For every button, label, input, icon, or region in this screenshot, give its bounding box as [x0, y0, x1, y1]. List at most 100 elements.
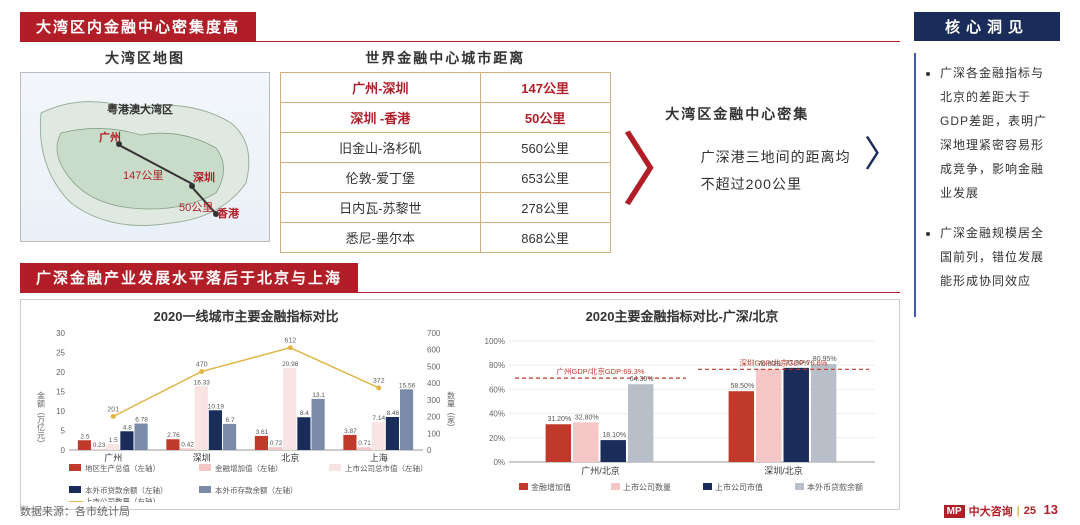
svg-text:64.30%: 64.30% [630, 376, 654, 383]
svg-text:201: 201 [107, 406, 119, 413]
svg-text:200: 200 [427, 413, 441, 422]
svg-text:地区生产总值（左轴）: 地区生产总值（左轴） [85, 463, 160, 473]
svg-text:612: 612 [284, 338, 296, 345]
brand-logo: MP中大咨询|25 [944, 503, 1036, 519]
note-title: 大湾区金融中心密集 [621, 104, 854, 124]
svg-text:1.5: 1.5 [109, 437, 118, 444]
svg-text:广州/北京: 广州/北京 [581, 465, 620, 476]
svg-text:16.33: 16.33 [194, 379, 211, 386]
svg-text:0: 0 [427, 446, 432, 455]
svg-text:15.56: 15.56 [399, 382, 416, 389]
svg-text:8.4: 8.4 [300, 410, 309, 417]
insight-item: 广深金融规模居全国前列，错位发展能形成协同效应 [940, 221, 1056, 293]
svg-text:10: 10 [56, 407, 65, 416]
svg-text:700: 700 [427, 329, 441, 338]
table-row: 日内瓦-苏黎世278公里 [281, 193, 611, 223]
insight-list: 广深各金融指标与北京的差距大于GDP差距，表明广深地理紧密容易形成竞争，影响金融… [914, 53, 1060, 317]
svg-text:32.80%: 32.80% [575, 414, 599, 421]
arrow-icon: 〉 [864, 125, 900, 177]
svg-text:25: 25 [56, 349, 65, 358]
svg-text:0.72: 0.72 [270, 440, 283, 447]
svg-text:20: 20 [56, 368, 65, 377]
svg-text:600: 600 [427, 346, 441, 355]
slide: 大湾区内金融中心密集度高 大湾区地图 粤港澳大湾区 [0, 0, 1080, 525]
svg-text:3.61: 3.61 [256, 429, 269, 436]
svg-text:本外币存款余额（左轴）: 本外币存款余额（左轴） [215, 485, 298, 495]
svg-text:500: 500 [427, 362, 441, 371]
insight-header: 核心洞见 [914, 12, 1060, 41]
region-label: 粤港澳大湾区 [107, 101, 173, 117]
svg-text:470: 470 [196, 361, 208, 368]
svg-text:0.71: 0.71 [358, 440, 371, 447]
svg-text:372: 372 [373, 378, 385, 385]
chart1: 0510152025300100200300400500600700金额（万亿元… [31, 327, 461, 502]
svg-text:金融增加值（左轴）: 金融增加值（左轴） [215, 463, 283, 473]
svg-text:300: 300 [427, 396, 441, 405]
svg-text:上市公司数量（右轴）: 上市公司数量（右轴） [85, 496, 160, 502]
svg-text:8.46: 8.46 [387, 410, 400, 417]
svg-text:6.78: 6.78 [135, 417, 148, 424]
svg-text:上市公司市值: 上市公司市值 [715, 482, 763, 492]
table-row: 旧金山-洛杉矶560公里 [281, 133, 611, 163]
svg-text:0.23: 0.23 [93, 442, 106, 449]
svg-text:深圳: 深圳 [193, 453, 211, 463]
svg-text:金额（万亿元）: 金额（万亿元） [37, 391, 46, 448]
table-row: 悉尼-墨尔本868公里 [281, 223, 611, 253]
svg-text:深圳/北京: 深圳/北京 [764, 465, 803, 476]
svg-text:6.7: 6.7 [226, 417, 235, 424]
distance-table: 广州-深圳147公里深圳 -香港50公里旧金山-洛杉矶560公里伦敦-爱丁堡65… [280, 72, 611, 253]
table-row: 深圳 -香港50公里 [281, 103, 611, 133]
svg-text:深圳GDP/北京GDP:76.6%: 深圳GDP/北京GDP:76.6% [740, 357, 828, 367]
svg-text:0.42: 0.42 [181, 441, 194, 448]
svg-text:金融增加值: 金融增加值 [531, 482, 571, 492]
svg-text:40%: 40% [489, 410, 505, 419]
svg-text:0: 0 [61, 446, 66, 455]
gba-map: 粤港澳大湾区 广州 深圳 香港 147公里 50公里 [20, 72, 270, 242]
svg-text:2.76: 2.76 [167, 432, 180, 439]
svg-text:上市公司总市值（左轴）: 上市公司总市值（左轴） [345, 463, 428, 473]
svg-text:20%: 20% [489, 434, 505, 443]
chart1-title: 2020一线城市主要金融指标对比 [31, 306, 461, 325]
svg-text:3.87: 3.87 [344, 428, 357, 435]
svg-text:31.20%: 31.20% [547, 416, 571, 423]
data-source: 数据来源：各市统计局 [20, 503, 130, 519]
charts-row: 2020一线城市主要金融指标对比 05101520253001002003004… [20, 299, 900, 510]
svg-text:20.98: 20.98 [282, 361, 299, 368]
table-title: 世界金融中心城市距离 [280, 48, 611, 68]
svg-text:15: 15 [56, 388, 65, 397]
svg-text:广州: 广州 [104, 452, 122, 463]
table-row: 广州-深圳147公里 [281, 73, 611, 103]
top-row: 大湾区地图 粤港澳大湾区 广州 深圳 香 [20, 48, 900, 253]
svg-text:本外币贷款余额（左轴）: 本外币贷款余额（左轴） [85, 485, 168, 495]
svg-text:上海: 上海 [370, 452, 388, 463]
section-banner-1: 大湾区内金融中心密集度高 [20, 12, 256, 41]
svg-text:4.8: 4.8 [123, 424, 132, 431]
svg-text:0%: 0% [493, 458, 505, 467]
page-number: 13 [1044, 502, 1058, 517]
insight-item: 广深各金融指标与北京的差距大于GDP差距，表明广深地理紧密容易形成竞争，影响金融… [940, 61, 1056, 205]
table-row: 伦敦-爱丁堡653公里 [281, 163, 611, 193]
svg-text:58.50%: 58.50% [730, 383, 754, 390]
svg-text:13.1: 13.1 [312, 392, 325, 399]
svg-text:2.5: 2.5 [80, 433, 89, 440]
svg-text:18.10%: 18.10% [602, 432, 626, 439]
chart2: 0% 20% 40% 60% 80% 100% 31.20% 32.80% 18.10% 64.3… [475, 327, 885, 502]
svg-text:30: 30 [56, 329, 65, 338]
svg-text:7.14: 7.14 [372, 415, 385, 422]
brace-icon: 〉 [621, 151, 701, 191]
svg-text:5: 5 [61, 427, 66, 436]
svg-text:数量（家）: 数量（家） [447, 391, 456, 432]
svg-text:广州GDP/北京GDP:69.3%: 广州GDP/北京GDP:69.3% [557, 366, 645, 376]
svg-text:100: 100 [427, 429, 441, 438]
svg-text:10.19: 10.19 [208, 403, 225, 410]
svg-text:100%: 100% [485, 337, 505, 346]
chart2-title: 2020主要金融指标对比-广深/北京 [475, 306, 889, 325]
svg-text:北京: 北京 [281, 452, 299, 463]
svg-text:400: 400 [427, 379, 441, 388]
svg-text:本外币贷款余额: 本外币贷款余额 [807, 482, 863, 492]
note-text: 广深港三地间的距离均不超过200公里 [701, 144, 854, 197]
section-banner-2: 广深金融产业发展水平落后于北京与上海 [20, 263, 358, 292]
svg-text:60%: 60% [489, 385, 505, 394]
svg-text:80%: 80% [489, 361, 505, 370]
svg-text:上市公司数量: 上市公司数量 [623, 482, 671, 492]
